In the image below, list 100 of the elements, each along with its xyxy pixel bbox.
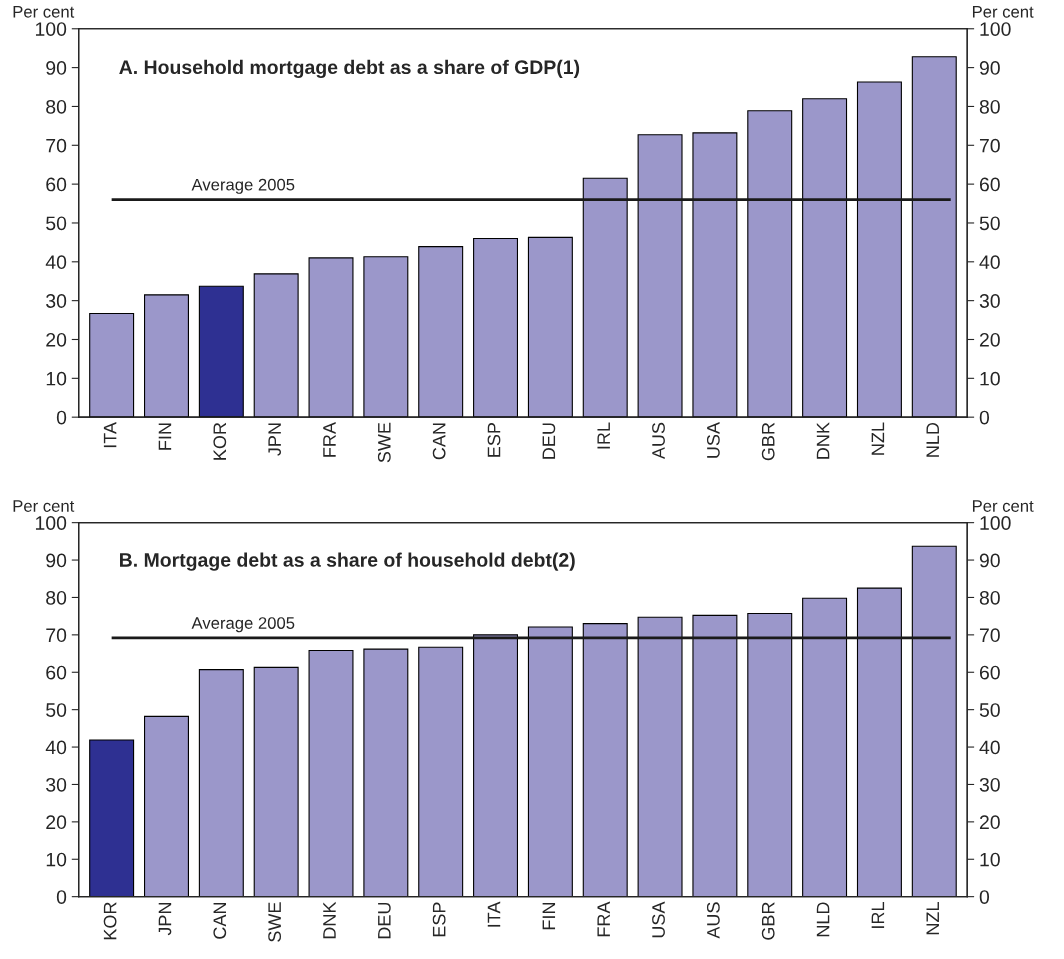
x-tick-label: ITA	[487, 901, 501, 927]
y2-tick-label: 100	[980, 516, 1011, 530]
bar	[363, 648, 409, 897]
y-tick-label: 0	[56, 410, 67, 425]
x-tick-label: GBR	[761, 902, 775, 940]
x-tick-label: KOR	[103, 902, 117, 940]
x-tick-label: SWE	[268, 902, 282, 942]
x-tick-label: DEU	[542, 423, 556, 459]
y-tick-label: 10	[46, 371, 67, 386]
y2-axis-title: Per cent	[972, 6, 1034, 18]
y2-tick-label: 30	[979, 294, 1000, 308]
x-tick-label: IRL	[597, 422, 610, 449]
bar	[802, 597, 848, 897]
y-tick-label: 20	[46, 815, 67, 830]
bar	[856, 587, 902, 897]
bar	[692, 614, 738, 897]
text: B. Mortgage debt as a share of household debt(2)	[120, 552, 575, 571]
bar	[637, 616, 683, 897]
x-tick-label: ITA	[103, 422, 117, 448]
x-tick-label: FIN	[542, 903, 556, 930]
x-tick-label: NLD	[926, 422, 939, 457]
y2-tick-label: 10	[980, 852, 1000, 867]
y-tick-label: 70	[46, 138, 67, 153]
x-tick-label: KOR	[213, 422, 227, 460]
y2-tick-label: 10	[980, 371, 1000, 386]
y2-tick-label: 60	[979, 177, 1000, 192]
x-tick-label: USA	[652, 901, 665, 938]
bar	[802, 98, 848, 418]
x-tick-label: AUS	[706, 902, 720, 939]
y-axis-title: Per cent	[13, 500, 75, 512]
ref-line-label: Average 2005	[191, 617, 295, 633]
bar	[253, 666, 299, 897]
text: A. Household mortgage debt as a share of GDP(1)	[119, 59, 580, 79]
bar	[637, 134, 683, 418]
y-tick-label: 100	[35, 516, 67, 530]
y2-tick-label: 70	[979, 628, 1000, 643]
x-tick-label: ESP	[487, 422, 501, 457]
bar	[527, 626, 573, 897]
bar	[253, 273, 299, 418]
y2-tick-label: 70	[979, 138, 1000, 153]
y2-tick-label: 60	[979, 665, 1000, 680]
y2-tick-label: 0	[979, 890, 990, 904]
bar	[198, 669, 244, 897]
bar	[143, 715, 189, 897]
bar	[143, 294, 189, 418]
y2-tick-label: 20	[979, 815, 1000, 830]
y2-tick-label: 80	[979, 99, 1000, 114]
x-tick-label: FIN	[158, 423, 172, 450]
y2-tick-label: 80	[979, 590, 1000, 605]
y2-tick-label: 0	[979, 410, 990, 425]
y-tick-label: 90	[46, 553, 67, 568]
y-tick-label: 10	[46, 852, 67, 867]
x-tick-label: CAN	[213, 903, 227, 939]
bar	[473, 634, 519, 897]
bar	[747, 612, 793, 897]
y-tick-label: 50	[46, 703, 67, 717]
y2-tick-label: 50	[979, 216, 1000, 231]
y-tick-label: 20	[46, 332, 67, 347]
x-tick-label: NZL	[871, 422, 885, 455]
bar	[363, 256, 409, 418]
bar	[418, 646, 464, 897]
y2-tick-label: 90	[979, 61, 1000, 75]
y-tick-label: 40	[45, 255, 67, 270]
y2-tick-label: 40	[979, 740, 1000, 755]
y-tick-label: 80	[46, 99, 67, 114]
bar	[856, 81, 902, 418]
bar	[747, 110, 793, 418]
x-tick-label: DNK	[323, 901, 336, 939]
bar	[527, 236, 573, 418]
x-tick-label: JPN	[158, 903, 172, 936]
y-tick-label: 30	[46, 777, 67, 792]
x-tick-label: DNK	[816, 422, 830, 459]
bar	[418, 246, 464, 418]
bar	[582, 177, 628, 418]
x-tick-label: FRA	[323, 422, 336, 457]
bar	[308, 257, 354, 418]
x-tick-label: SWE	[377, 422, 391, 463]
y2-tick-label: 40	[979, 255, 1000, 270]
bar	[911, 545, 957, 897]
x-tick-label: ESP	[432, 902, 446, 937]
x-tick-label: GBR	[761, 422, 775, 461]
y-tick-label: 30	[46, 294, 67, 308]
y2-axis-title: Per cent	[972, 500, 1034, 512]
x-tick-label: NZL	[926, 902, 939, 935]
y-tick-label: 60	[46, 177, 67, 192]
bar	[198, 285, 244, 418]
x-tick-label: JPN	[268, 423, 282, 456]
bar	[692, 132, 738, 418]
y-tick-label: 40	[45, 740, 67, 755]
ref-line-label: Average 2005	[191, 178, 295, 194]
bar	[308, 650, 354, 897]
y2-tick-label: 30	[979, 777, 1000, 792]
bar	[89, 312, 135, 418]
y2-tick-label: 100	[980, 22, 1011, 37]
y2-tick-label: 90	[979, 553, 1000, 568]
x-tick-label: IRL	[871, 902, 885, 928]
x-tick-label: AUS	[652, 422, 665, 460]
y2-tick-label: 50	[979, 703, 1000, 717]
x-tick-label: CAN	[432, 423, 446, 460]
bar	[582, 623, 628, 897]
